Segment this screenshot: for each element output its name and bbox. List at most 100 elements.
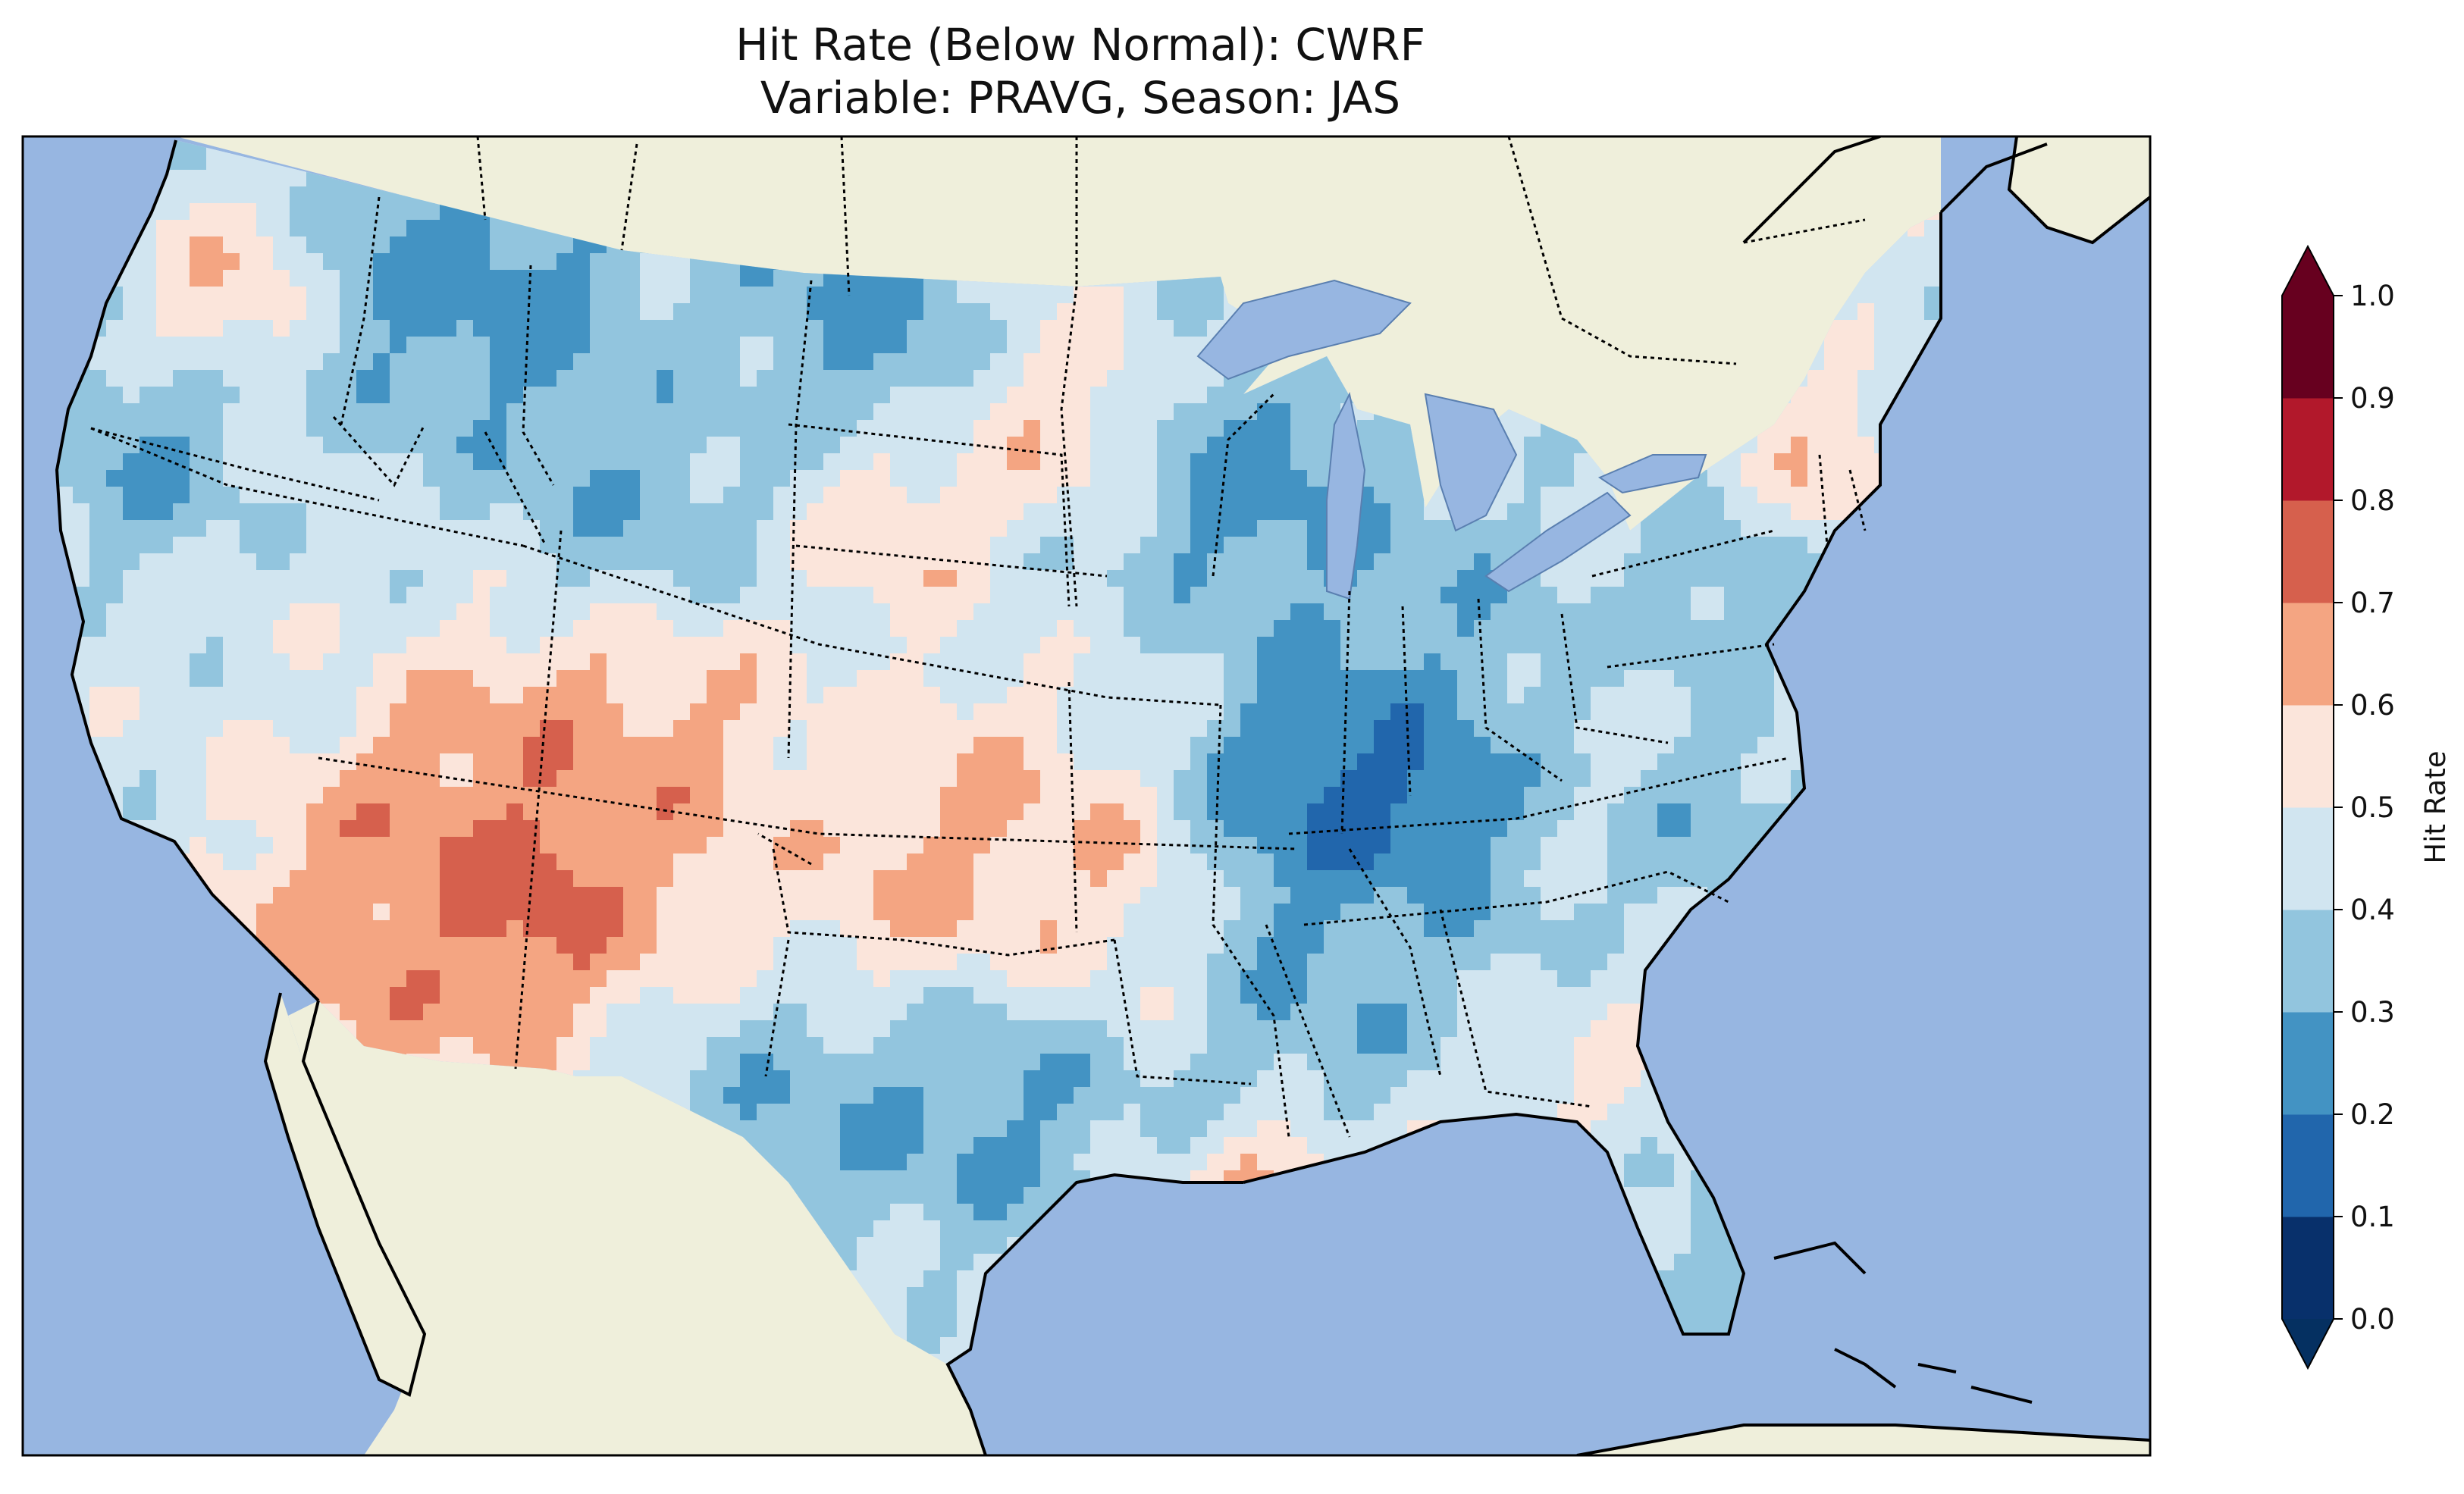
grid-cell xyxy=(323,320,340,337)
grid-cell xyxy=(356,453,374,471)
grid-cell xyxy=(1074,503,1091,521)
grid-cell xyxy=(1057,287,1074,304)
grid-cell xyxy=(1174,753,1191,771)
grid-cell xyxy=(1357,653,1375,671)
grid-cell xyxy=(590,287,607,304)
grid-cell xyxy=(223,720,240,738)
grid-cell xyxy=(1290,520,1308,537)
grid-cell xyxy=(1290,420,1308,437)
grid-cell xyxy=(173,253,190,271)
grid-cell xyxy=(623,720,641,738)
grid-cell xyxy=(1174,520,1191,537)
grid-cell xyxy=(890,737,908,754)
grid-cell xyxy=(373,720,390,738)
grid-cell xyxy=(640,270,657,287)
grid-cell xyxy=(506,703,524,721)
grid-cell xyxy=(690,520,707,537)
grid-cell xyxy=(106,537,124,554)
grid-cell xyxy=(657,720,674,738)
grid-cell xyxy=(1207,753,1224,771)
grid-cell xyxy=(506,737,524,754)
grid-cell xyxy=(1007,320,1024,337)
grid-cell xyxy=(1424,637,1441,654)
grid-cell xyxy=(523,487,541,504)
grid-cell xyxy=(206,287,224,304)
grid-cell xyxy=(173,287,190,304)
grid-cell xyxy=(1124,603,1141,621)
grid-cell xyxy=(423,203,440,221)
grid-cell xyxy=(1174,737,1191,754)
grid-cell xyxy=(273,670,290,687)
grid-cell xyxy=(1290,687,1308,704)
grid-cell xyxy=(657,637,674,654)
grid-cell xyxy=(1057,653,1074,671)
grid-cell xyxy=(940,620,958,637)
grid-cell xyxy=(89,570,107,587)
grid-cell xyxy=(406,720,424,738)
grid-cell xyxy=(757,520,774,537)
grid-cell xyxy=(1674,737,1691,754)
grid-cell xyxy=(1908,236,1925,254)
grid-cell xyxy=(1541,703,1558,721)
grid-cell xyxy=(707,353,724,371)
grid-cell xyxy=(1224,753,1241,771)
grid-cell xyxy=(723,770,741,788)
grid-cell xyxy=(1741,553,1758,571)
grid-cell xyxy=(1074,420,1091,437)
grid-cell xyxy=(857,753,874,771)
grid-cell xyxy=(773,520,791,537)
grid-cell xyxy=(823,553,841,571)
grid-cell xyxy=(1774,420,1792,437)
grid-cell xyxy=(240,270,257,287)
grid-cell xyxy=(1557,603,1575,621)
grid-cell xyxy=(1174,503,1191,521)
grid-cell xyxy=(1024,703,1041,721)
grid-cell xyxy=(1140,403,1158,421)
grid-cell xyxy=(957,453,974,471)
grid-cell xyxy=(57,487,74,504)
grid-cell xyxy=(923,403,941,421)
grid-cell xyxy=(1440,720,1458,738)
grid-cell xyxy=(1174,687,1191,704)
grid-cell xyxy=(140,320,157,337)
grid-cell xyxy=(1324,770,1341,788)
grid-cell xyxy=(623,253,641,271)
grid-cell xyxy=(390,537,407,554)
grid-cell xyxy=(440,537,457,554)
grid-cell xyxy=(1307,703,1324,721)
grid-cell xyxy=(306,287,324,304)
grid-cell xyxy=(456,620,474,637)
grid-cell xyxy=(540,687,557,704)
grid-cell xyxy=(657,553,674,571)
grid-cell xyxy=(1924,253,1941,271)
grid-cell xyxy=(1741,637,1758,654)
grid-cell xyxy=(590,253,607,271)
grid-cell xyxy=(1741,570,1758,587)
grid-cell xyxy=(473,470,491,487)
grid-cell xyxy=(1157,487,1174,504)
grid-cell xyxy=(973,437,991,454)
grid-cell xyxy=(790,553,807,571)
grid-cell xyxy=(1607,620,1625,637)
grid-cell xyxy=(1674,670,1691,687)
grid-cell xyxy=(1591,703,1608,721)
grid-cell xyxy=(890,370,908,387)
grid-cell xyxy=(540,520,557,537)
grid-cell xyxy=(607,537,624,554)
grid-cell xyxy=(406,653,424,671)
grid-cell xyxy=(406,337,424,354)
grid-cell xyxy=(1657,753,1675,771)
grid-cell xyxy=(423,653,440,671)
grid-cell xyxy=(140,670,157,687)
grid-cell xyxy=(1057,320,1074,337)
grid-cell xyxy=(1007,387,1024,404)
grid-cell xyxy=(540,453,557,471)
grid-cell xyxy=(240,503,257,521)
grid-cell xyxy=(456,470,474,487)
grid-cell xyxy=(356,737,374,754)
grid-cell xyxy=(1124,287,1141,304)
grid-cell xyxy=(1757,603,1775,621)
grid-cell xyxy=(1424,503,1441,521)
grid-cell xyxy=(140,737,157,754)
grid-cell xyxy=(940,287,958,304)
